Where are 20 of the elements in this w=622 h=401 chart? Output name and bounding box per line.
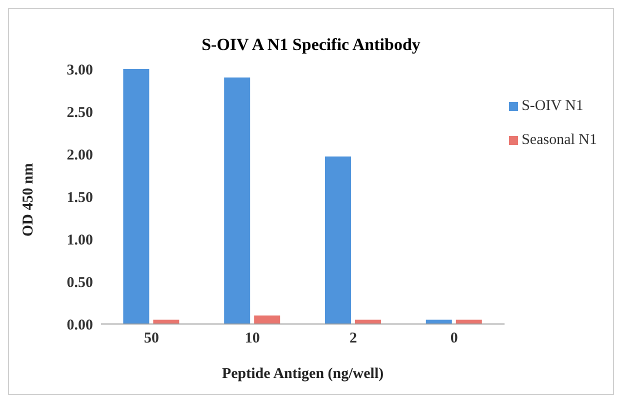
x-tick-label: 0 [450,330,458,347]
y-tick-label: 1.50 [66,190,93,206]
bar [224,78,250,324]
y-tick-label: 0.50 [66,274,93,291]
x-tick-label: 50 [144,330,159,347]
y-tick-label: 2.00 [66,147,93,164]
y-tick-label: 1.00 [66,232,93,248]
y-tick-label: 2.50 [66,104,93,121]
legend-label: Seasonal N1 [522,132,597,148]
x-tick-label: 10 [244,330,260,347]
y-tick-label: 3.00 [66,62,93,78]
bar [123,69,150,324]
bar [324,156,351,324]
x-tick-label: 2 [349,330,357,347]
y-tick-label: 0.00 [66,317,93,334]
y-axis-title: OD 450 nm [20,162,36,236]
chart-title: S-OIV A N1 Specific Antibody [200,35,422,55]
bar [254,316,280,324]
x-axis-title: Peptide Antigen (ng/well) [222,366,384,382]
legend-label: S-OIV N1 [522,98,584,114]
